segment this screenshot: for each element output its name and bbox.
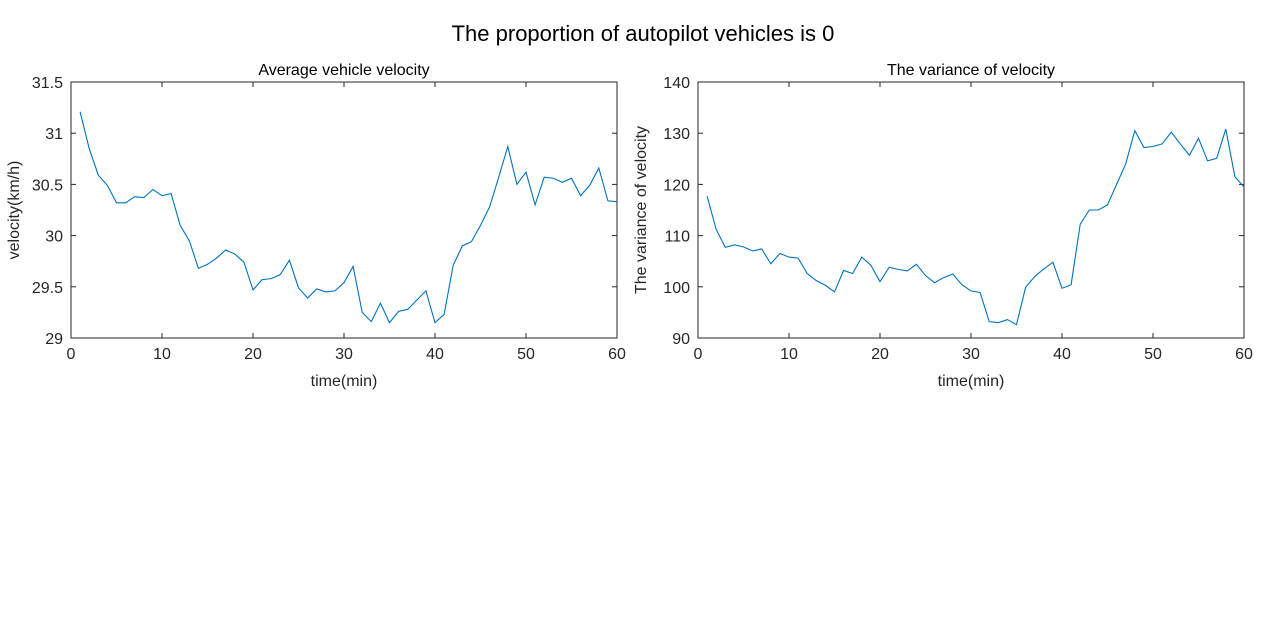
velocity-x-tick-label: 20	[244, 346, 262, 363]
variance-x-tick-label: 0	[694, 346, 703, 363]
velocity-x-tick-label: 30	[335, 346, 353, 363]
velocity-y-tick-label: 30.5	[32, 177, 63, 194]
variance-plot-area	[697, 81, 1245, 339]
velocity-x-tick-label: 0	[67, 346, 76, 363]
velocity-series-line	[79, 111, 618, 324]
velocity-x-tick-label: 50	[517, 346, 535, 363]
variance-y-tick-label: 120	[663, 177, 690, 194]
velocity-x-tick-label: 10	[153, 346, 171, 363]
variance-x-tick-label: 30	[962, 346, 980, 363]
velocity-x-tick-label: 40	[426, 346, 444, 363]
velocity-x-tick-label: 60	[608, 346, 626, 363]
velocity-y-tick-label: 31	[45, 126, 63, 143]
velocity-y-tick-label: 30	[45, 229, 63, 246]
variance-x-tick-label: 50	[1144, 346, 1162, 363]
velocity-y-tick-label: 29	[45, 331, 63, 348]
velocity-y-tick-label: 31.5	[32, 75, 63, 92]
variance-series-line	[706, 128, 1245, 326]
figure-title: The proportion of autopilot vehicles is …	[452, 21, 835, 46]
variance-y-tick-label: 110	[664, 229, 690, 246]
variance-chart: The variance of velocity 0 10 20 30 40 50 60 90 1…	[633, 62, 1253, 390]
velocity-chart-title: Average vehicle velocity	[258, 62, 429, 79]
variance-x-axis-label: time(min)	[938, 373, 1005, 390]
variance-y-axis-label: The variance of velocity	[633, 126, 650, 294]
variance-chart-title: The variance of velocity	[887, 62, 1055, 79]
variance-y-tick-label: 100	[663, 280, 690, 297]
velocity-chart: Average vehicle velocity 0 10 20 30 40 50 60 29 2…	[6, 62, 626, 390]
variance-y-tick-label: 140	[663, 75, 690, 92]
variance-x-tick-label: 60	[1235, 346, 1253, 363]
variance-y-tick-label: 130	[663, 126, 690, 143]
velocity-x-axis-label: time(min)	[311, 373, 378, 390]
variance-x-tick-label: 10	[780, 346, 798, 363]
velocity-y-axis-label: velocity(km/h)	[6, 161, 23, 260]
velocity-plot-area	[70, 81, 618, 339]
velocity-y-tick-label: 29.5	[32, 280, 63, 297]
variance-x-tick-label: 40	[1053, 346, 1071, 363]
variance-y-tick-label: 90	[672, 331, 690, 348]
variance-x-tick-label: 20	[871, 346, 889, 363]
